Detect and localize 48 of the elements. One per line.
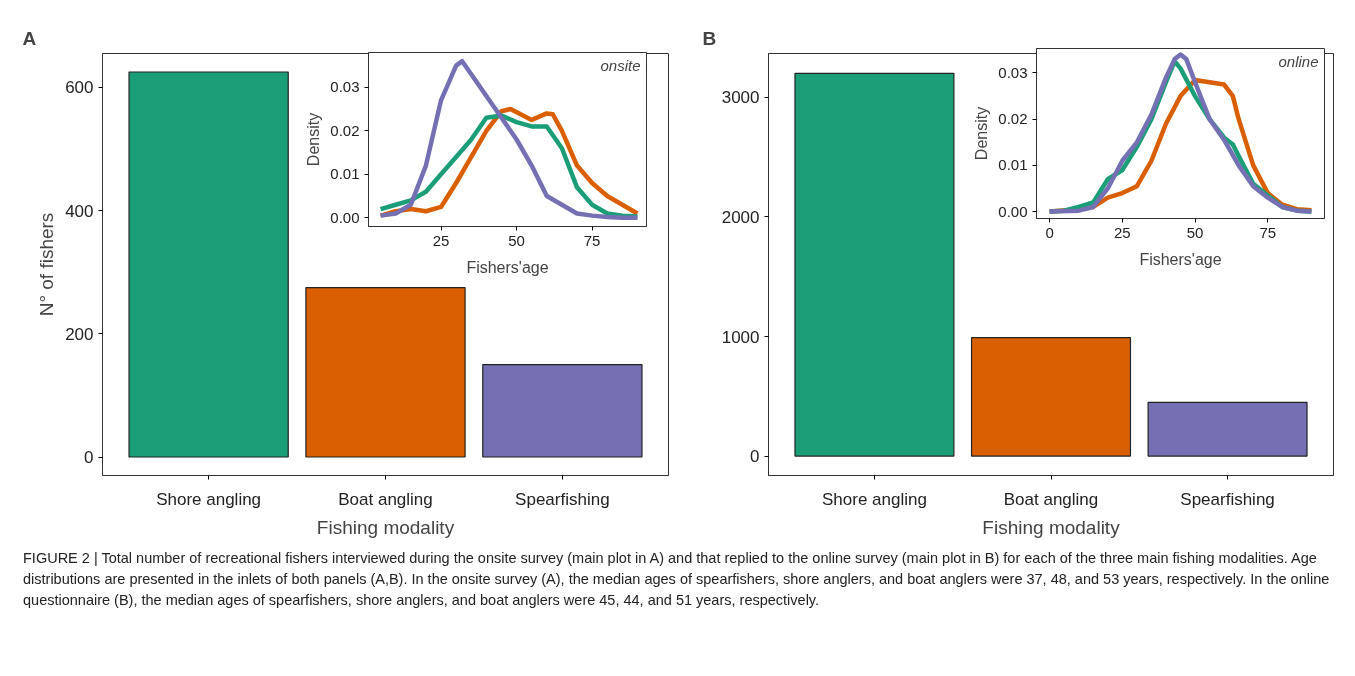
y-tick-label: 0.03 [998, 63, 1028, 81]
y-tick-label: 2000 [721, 207, 760, 227]
annotation: onsite [600, 56, 641, 74]
line-series [378, 58, 640, 221]
y-tick-label: 0.00 [330, 208, 360, 226]
caption: FIGURE 2 | Total number of recreational fishers interviewed during the onsite survey (main plot in A) and that replied to the online survey (main plot in B) for each of the three main fishing modalities. Age distributions are presented in the inlets of both panels (A,B). In the onsite survey (A), the median ages of spearfishers, shore anglers, and boat anglers were 37, 48, and 53 years, respectively. In the online questionnaire (B), the median ages of spearfishers, shore anglers, and boat anglers were 45, 44, and 51 years, respectively. [23, 549, 1331, 611]
y-axis-title: Density [305, 112, 323, 167]
x-tick-label: 25 [432, 231, 450, 249]
x-tick-label: 25 [1113, 223, 1131, 241]
y-tick-label: 0.02 [330, 121, 360, 139]
bar [970, 337, 1132, 457]
y-tick-label: 0 [750, 447, 760, 467]
y-tick-label: 400 [65, 201, 94, 221]
y-tick-label: 0.03 [330, 78, 360, 96]
x-tick-label: Spearfishing [515, 489, 610, 509]
y-tick-label: 0.02 [998, 110, 1028, 128]
x-tick-label: Spearfishing [1180, 489, 1275, 509]
y-tick-label: 0.01 [998, 156, 1028, 174]
x-tick-label: Boat angling [1003, 489, 1099, 509]
bar [482, 364, 643, 458]
x-axis-title: Fishers'age [1139, 250, 1222, 268]
chart-title: A [22, 27, 37, 49]
bar [128, 71, 289, 458]
y-axis-title: Density [973, 106, 991, 161]
x-tick-label: Shore angling [821, 489, 927, 509]
y-tick-label: 1000 [721, 327, 760, 347]
annotation: online [1278, 52, 1319, 70]
y-tick-label: 0.00 [998, 202, 1028, 220]
x-tick-label: Shore angling [156, 489, 262, 509]
bar [794, 72, 955, 457]
x-tick-label: 75 [1259, 223, 1277, 241]
x-tick-label: 50 [1186, 223, 1204, 241]
bar [1147, 401, 1308, 457]
y-tick-label: 3000 [721, 88, 760, 108]
y-tick-label: 200 [65, 324, 94, 344]
y-axis-title: N° of fishers [36, 212, 58, 317]
x-tick-label: 0 [1045, 223, 1054, 241]
x-axis-title: Fishing modality [316, 516, 455, 538]
bar [305, 287, 466, 458]
chart-title: B [702, 27, 717, 49]
x-axis-title: Fishing modality [982, 516, 1121, 538]
y-tick-label: 0.01 [330, 165, 360, 183]
x-tick-label: 50 [508, 231, 525, 249]
x-tick-label: 75 [583, 231, 601, 249]
y-tick-label: 600 [65, 78, 94, 98]
x-axis-title: Fishers'age [466, 258, 549, 276]
x-tick-label: Boat angling [338, 489, 433, 509]
y-tick-label: 0 [84, 448, 94, 468]
